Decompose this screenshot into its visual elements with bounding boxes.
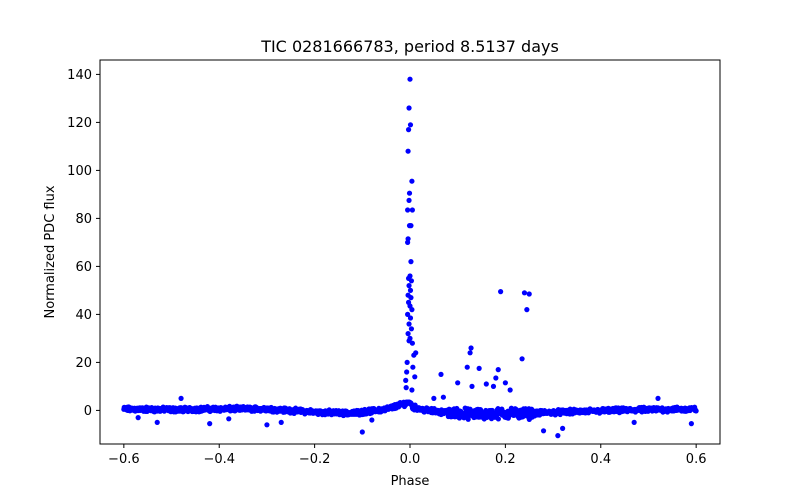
data-point	[403, 385, 409, 391]
data-point	[405, 239, 411, 245]
data-point	[693, 408, 699, 414]
y-axis: 0 20 40 60 80 100 120 140	[67, 68, 100, 419]
data-point	[409, 178, 415, 184]
data-point	[440, 394, 446, 400]
y-tick-label: 20	[75, 356, 92, 371]
data-point	[406, 197, 412, 203]
data-points	[121, 76, 699, 439]
y-tick-label: 80	[75, 212, 92, 227]
data-point	[408, 326, 415, 332]
data-point	[408, 278, 415, 284]
data-point	[655, 395, 661, 401]
plot-frame	[99, 59, 721, 445]
data-point	[410, 364, 416, 370]
data-point	[406, 321, 412, 327]
y-tick-label: 120	[67, 116, 92, 131]
x-axis: −0.6 −0.4 −0.2 0.0 0.2 0.4 0.6	[108, 444, 706, 467]
data-point	[359, 429, 365, 435]
x-tick-label: 0.2	[495, 452, 516, 467]
data-point	[407, 76, 413, 82]
data-point	[490, 383, 497, 389]
data-point	[154, 419, 160, 425]
data-point	[404, 369, 410, 375]
data-point	[405, 331, 411, 337]
data-point	[409, 387, 415, 393]
data-point	[502, 380, 508, 386]
data-point	[431, 395, 437, 401]
y-tick-label: 140	[67, 68, 92, 83]
data-point	[495, 416, 501, 422]
data-point	[468, 345, 474, 351]
data-point	[178, 395, 184, 401]
data-point	[226, 416, 232, 422]
y-tick-label: 60	[75, 260, 92, 275]
data-point	[521, 290, 528, 296]
data-point	[555, 433, 561, 439]
x-tick-label: −0.6	[108, 452, 140, 467]
data-point	[524, 307, 530, 313]
data-point	[507, 387, 513, 393]
y-tick-label: 40	[75, 308, 92, 323]
data-point	[408, 259, 414, 265]
data-point	[483, 381, 489, 387]
data-point	[408, 223, 414, 229]
data-point	[465, 416, 471, 422]
y-tick-label: 100	[67, 164, 92, 179]
data-point	[405, 311, 411, 317]
x-tick-label: −0.2	[299, 452, 331, 467]
data-point	[264, 422, 270, 428]
data-point	[407, 287, 414, 293]
data-point	[469, 383, 475, 389]
data-point	[464, 364, 470, 370]
data-point	[526, 291, 532, 297]
data-point	[369, 417, 375, 423]
data-point	[406, 105, 412, 111]
data-point	[406, 283, 412, 289]
data-point	[455, 380, 461, 386]
data-point	[495, 367, 501, 373]
data-point	[498, 289, 504, 295]
data-point	[409, 207, 415, 213]
data-point	[493, 375, 499, 381]
data-point	[438, 371, 444, 377]
data-point	[406, 190, 413, 196]
data-point	[412, 374, 418, 380]
data-point	[403, 377, 409, 383]
data-point	[407, 315, 414, 321]
data-point	[467, 350, 473, 356]
x-tick-label: 0.4	[590, 452, 611, 467]
data-point	[408, 295, 414, 301]
x-tick-label: 0.0	[400, 452, 421, 467]
data-point	[405, 127, 412, 133]
x-tick-label: −0.4	[203, 452, 235, 467]
chart-title: TIC 0281666783, period 8.5137 days	[260, 37, 559, 56]
data-point	[409, 340, 415, 346]
data-point	[413, 350, 419, 356]
data-point	[631, 419, 637, 425]
data-point	[207, 421, 213, 427]
data-point	[409, 307, 415, 313]
data-point	[405, 207, 411, 213]
y-tick-label: 0	[84, 404, 92, 419]
x-tick-label: 0.6	[686, 452, 707, 467]
data-point	[540, 428, 547, 434]
data-point	[278, 419, 284, 425]
data-point	[688, 421, 694, 427]
x-axis-label: Phase	[391, 474, 430, 489]
y-axis-label: Normalized PDC flux	[43, 185, 58, 318]
data-point	[476, 365, 482, 371]
data-point	[135, 415, 141, 421]
data-point	[519, 356, 525, 362]
data-point	[407, 122, 414, 128]
data-point	[560, 425, 566, 431]
data-point	[405, 148, 411, 154]
data-point	[404, 359, 410, 365]
